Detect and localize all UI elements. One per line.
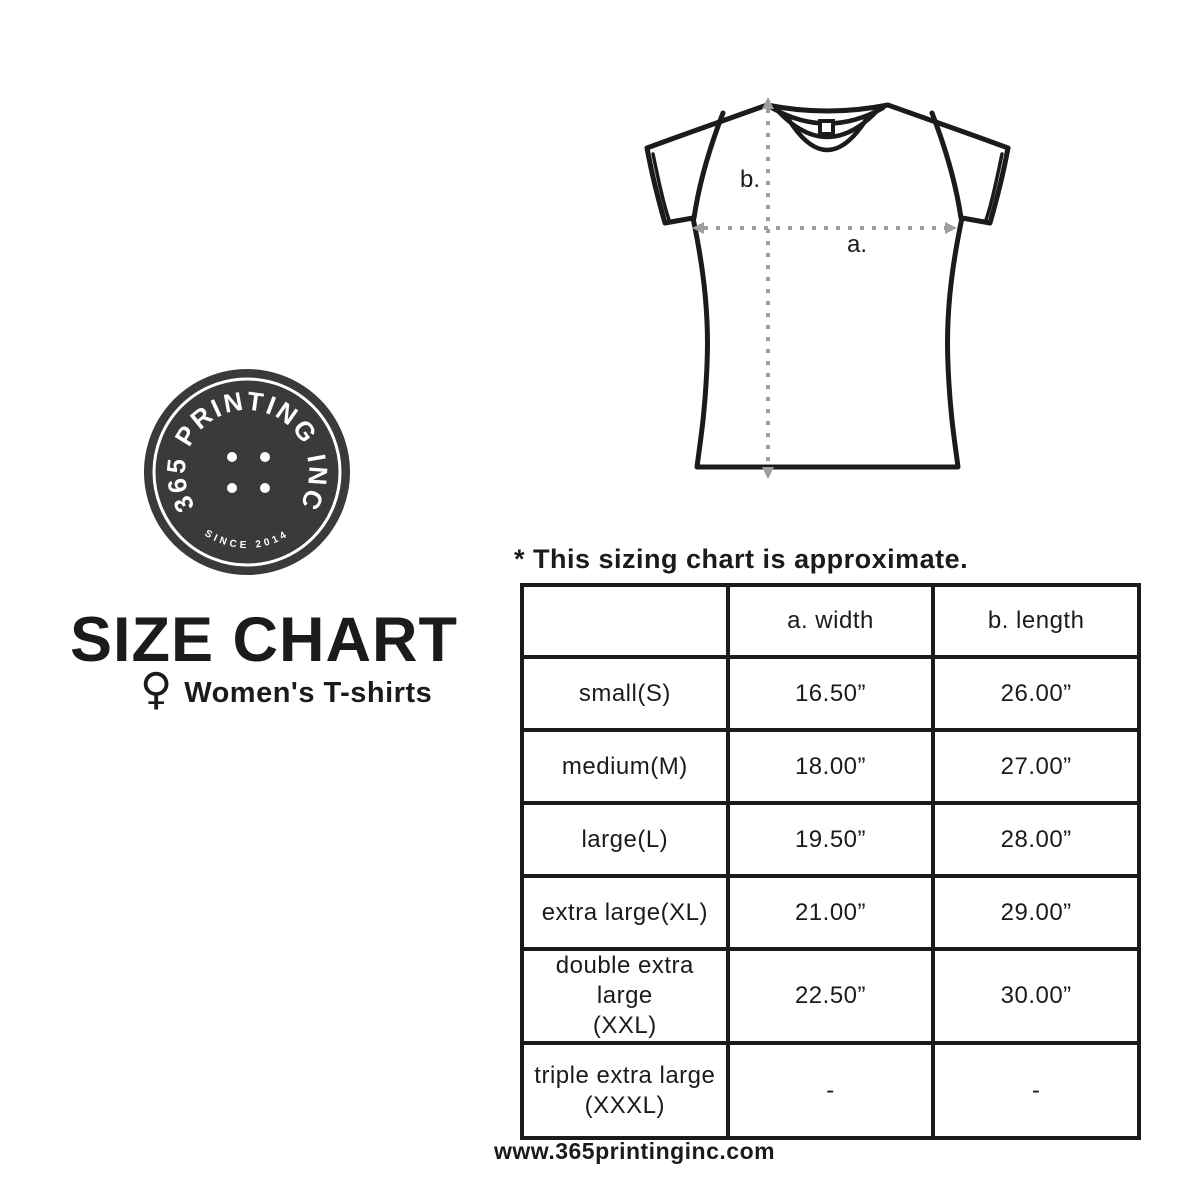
table-row: double extra large (XXL) 22.50” 30.00”	[520, 947, 1141, 1045]
approximate-note: * This sizing chart is approximate.	[514, 544, 969, 574]
subtitle-row: ♀ Women's T-shirts	[140, 668, 432, 712]
sleeve-cuff-lines	[651, 152, 1004, 222]
header-cell-length: b. length	[931, 583, 1141, 659]
neck-tag	[818, 119, 835, 136]
length-cell: -	[931, 1041, 1141, 1140]
width-cell: 22.50”	[725, 947, 936, 1045]
website-url: www.365printinginc.com	[494, 1138, 776, 1164]
size-cell: large(L)	[520, 801, 730, 878]
size-cell: extra large(XL)	[520, 874, 730, 951]
logo-disc	[144, 369, 350, 575]
header-cell-empty	[520, 583, 730, 659]
measure-lines	[704, 109, 945, 467]
table-row: triple extra large (XXXL) - -	[520, 1041, 1141, 1140]
page-title: SIZE CHART	[70, 605, 458, 675]
table-row: medium(M) 18.00” 27.00”	[520, 728, 1141, 805]
length-cell: 26.00”	[931, 655, 1141, 732]
tshirt-diagram: b. a.	[644, 97, 1011, 479]
button-holes	[227, 452, 270, 493]
table-row: large(L) 19.50” 28.00”	[520, 801, 1141, 878]
size-cell: triple extra large (XXXL)	[520, 1041, 730, 1140]
subtitle-text: Women's T-shirts	[184, 676, 433, 709]
length-cell: 29.00”	[931, 874, 1141, 951]
company-logo: 365 PRINTING INC SINCE 2014	[144, 369, 350, 575]
width-cell: 16.50”	[725, 655, 936, 732]
width-label-a: a.	[847, 231, 867, 258]
tshirt-outline	[644, 102, 1011, 470]
width-cell: 19.50”	[725, 801, 936, 878]
size-cell: medium(M)	[520, 728, 730, 805]
female-symbol-icon: ♀	[140, 664, 173, 715]
width-cell: 18.00”	[725, 728, 936, 805]
size-cell: double extra large (XXL)	[520, 947, 730, 1045]
length-cell: 27.00”	[931, 728, 1141, 805]
table-row: extra large(XL) 21.00” 29.00”	[520, 874, 1141, 951]
size-cell: small(S)	[520, 655, 730, 732]
length-cell: 28.00”	[931, 801, 1141, 878]
length-cell: 30.00”	[931, 947, 1141, 1045]
armhole-seams	[691, 110, 964, 221]
table-header-row: a. width b. length	[520, 583, 1141, 659]
width-cell: -	[725, 1041, 936, 1140]
width-cell: 21.00”	[725, 874, 936, 951]
size-table: a. width b. length small(S) 16.50” 26.00…	[520, 583, 1141, 1140]
header-cell-width: a. width	[725, 583, 936, 659]
measure-arrowheads	[692, 97, 957, 479]
length-label-b: b.	[740, 166, 760, 193]
table-row: small(S) 16.50” 26.00”	[520, 655, 1141, 732]
logo-ring	[152, 377, 342, 567]
